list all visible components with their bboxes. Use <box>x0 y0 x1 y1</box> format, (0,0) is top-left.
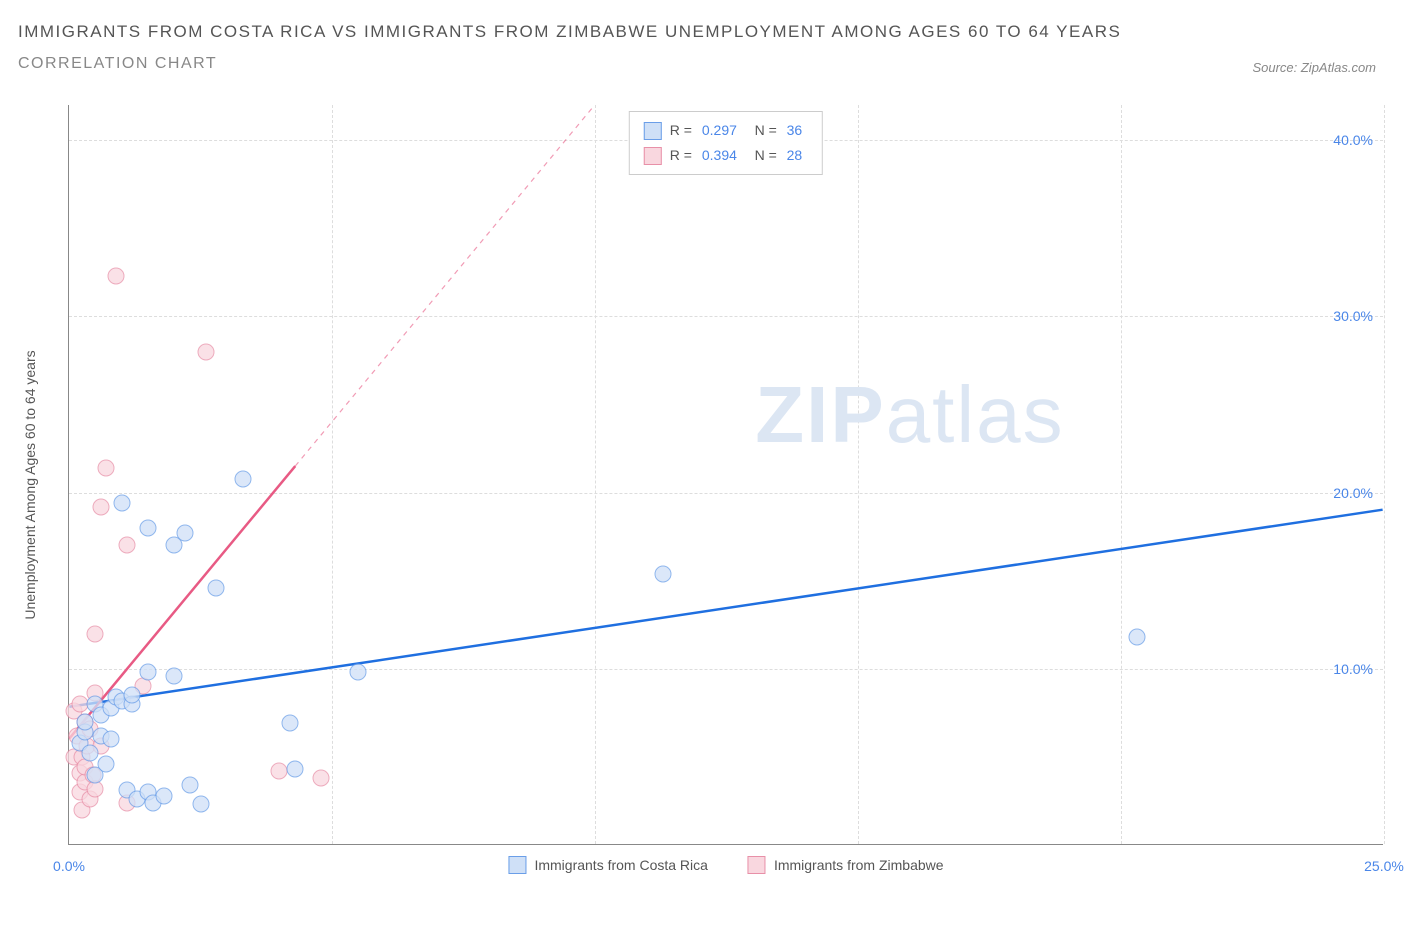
scatter-point <box>176 525 193 542</box>
scatter-point <box>97 459 114 476</box>
legend-r-label: R = <box>670 122 692 138</box>
scatter-point <box>208 579 225 596</box>
page-title: IMMIGRANTS FROM COSTA RICA VS IMMIGRANTS… <box>18 18 1121 45</box>
legend-swatch <box>508 856 526 874</box>
watermark: ZIPatlas <box>755 369 1064 461</box>
legend-n-value: 36 <box>787 122 803 138</box>
series-legend-label: Immigrants from Zimbabwe <box>774 857 944 873</box>
scatter-point <box>271 763 288 780</box>
legend-swatch <box>644 147 662 165</box>
scatter-point <box>197 343 214 360</box>
scatter-point <box>97 755 114 772</box>
y-tick-label: 30.0% <box>1333 308 1373 324</box>
legend-n-label: N = <box>755 147 777 163</box>
scatter-point <box>139 519 156 536</box>
x-tick-label: 0.0% <box>53 858 85 874</box>
legend-swatch <box>644 122 662 140</box>
source-label: Source: ZipAtlas.com <box>1252 60 1376 75</box>
trend-lines-layer <box>69 105 1383 844</box>
scatter-point <box>155 787 172 804</box>
scatter-point <box>87 625 104 642</box>
watermark-light: atlas <box>886 370 1065 459</box>
chart-container: Unemployment Among Ages 60 to 64 years Z… <box>18 105 1388 865</box>
y-tick-label: 10.0% <box>1333 661 1373 677</box>
scatter-point <box>113 495 130 512</box>
scatter-point <box>192 796 209 813</box>
scatter-point <box>281 715 298 732</box>
scatter-point <box>124 687 141 704</box>
legend-r-value: 0.394 <box>702 147 737 163</box>
legend-r-value: 0.297 <box>702 122 737 138</box>
scatter-point <box>287 761 304 778</box>
scatter-point <box>108 267 125 284</box>
plot-area: ZIPatlas R = 0.297 N = 36 R = 0.394 <box>68 105 1383 845</box>
series-legend-label: Immigrants from Costa Rica <box>534 857 707 873</box>
scatter-point <box>76 713 93 730</box>
page-subtitle: CORRELATION CHART <box>18 55 1121 73</box>
scatter-point <box>166 667 183 684</box>
y-axis-label: Unemployment Among Ages 60 to 64 years <box>22 350 38 619</box>
scatter-point <box>181 777 198 794</box>
watermark-bold: ZIP <box>755 370 885 459</box>
scatter-point <box>71 696 88 713</box>
legend-n-label: N = <box>755 122 777 138</box>
scatter-point <box>103 731 120 748</box>
scatter-point <box>92 498 109 515</box>
correlation-legend: R = 0.297 N = 36 R = 0.394 N = 28 <box>629 111 823 175</box>
scatter-point <box>139 664 156 681</box>
legend-r-label: R = <box>670 147 692 163</box>
scatter-point <box>1128 629 1145 646</box>
legend-row-costa-rica: R = 0.297 N = 36 <box>644 118 808 143</box>
scatter-point <box>350 664 367 681</box>
x-tick-label: 25.0% <box>1364 858 1404 874</box>
series-legend-item-zimbabwe: Immigrants from Zimbabwe <box>748 856 944 874</box>
y-tick-label: 20.0% <box>1333 485 1373 501</box>
scatter-point <box>655 565 672 582</box>
scatter-point <box>313 770 330 787</box>
series-legend: Immigrants from Costa Rica Immigrants fr… <box>508 856 943 874</box>
legend-n-value: 28 <box>787 147 803 163</box>
series-legend-item-costa-rica: Immigrants from Costa Rica <box>508 856 707 874</box>
legend-swatch <box>748 856 766 874</box>
scatter-point <box>234 470 251 487</box>
legend-row-zimbabwe: R = 0.394 N = 28 <box>644 143 808 168</box>
scatter-point <box>82 745 99 762</box>
scatter-point <box>118 537 135 554</box>
y-tick-label: 40.0% <box>1333 132 1373 148</box>
